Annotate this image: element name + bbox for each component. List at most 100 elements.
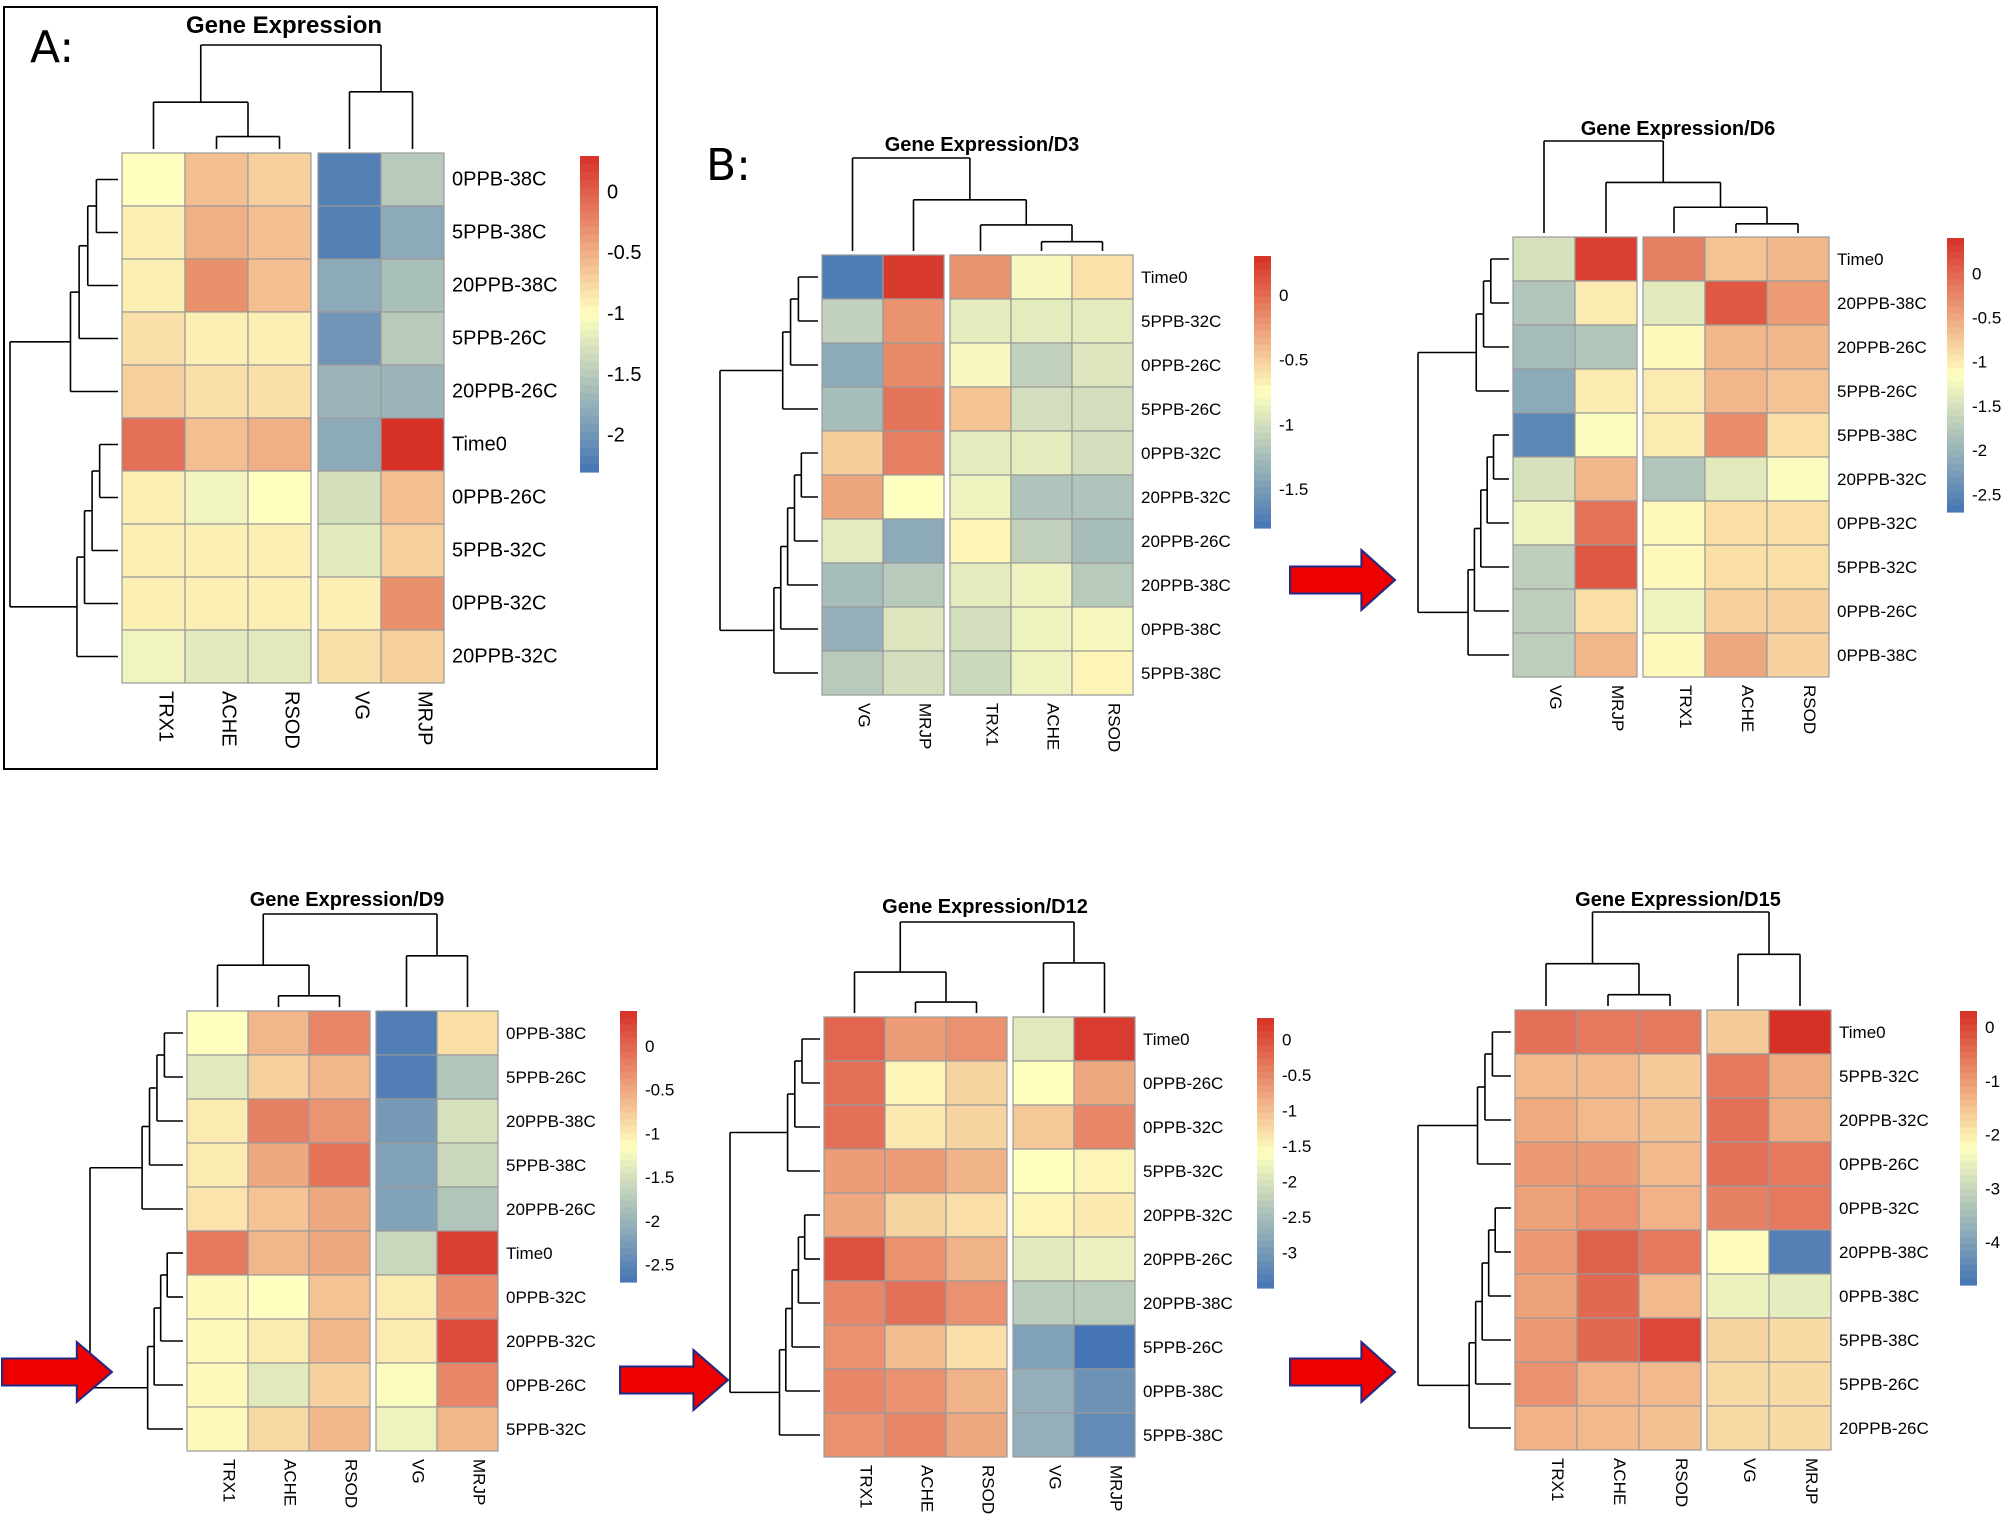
red-arrow-icon <box>1289 547 1397 613</box>
heatmap-cell <box>247 152 312 207</box>
legend-swatch <box>580 258 599 268</box>
heatmap-cell <box>247 1318 310 1364</box>
row-label: 5PPB-26C <box>1143 1338 1223 1357</box>
heatmap-cell <box>1576 1097 1640 1143</box>
heatmap-cell <box>121 523 186 578</box>
heatmap-cell <box>882 298 945 344</box>
heatmap-cell <box>375 1274 438 1320</box>
heatmap-cell <box>945 1324 1008 1370</box>
legend-swatch <box>620 1051 637 1060</box>
heatmap-cell <box>121 576 186 631</box>
heatmap-cell <box>1071 518 1134 564</box>
legend-swatch <box>1960 1120 1977 1129</box>
legend-swatch <box>1947 327 1964 335</box>
heatmap-cell <box>1512 368 1576 414</box>
legend-swatch <box>1960 1237 1977 1245</box>
legend-swatch <box>580 211 599 220</box>
legend-swatch <box>1960 1065 1977 1074</box>
legend-swatch <box>580 456 599 465</box>
legend-swatch <box>580 179 599 189</box>
heatmap-cell <box>1766 412 1830 458</box>
heatmap-cell <box>949 606 1012 652</box>
heatmap-cell <box>1514 1009 1578 1055</box>
legend-swatch <box>620 1254 637 1263</box>
heatmap-cell <box>1642 236 1706 282</box>
legend-swatch <box>620 1227 637 1236</box>
legend-swatch <box>1960 1271 1977 1279</box>
legend-swatch <box>620 1078 637 1087</box>
heatmap-cell <box>121 152 186 207</box>
column-label: TRX1 <box>155 691 177 742</box>
heatmap-cell <box>823 1412 886 1458</box>
heatmap-cell <box>1010 606 1073 652</box>
heatmap-cell <box>1766 368 1830 414</box>
heatmap-cell <box>184 417 249 472</box>
legend-swatch <box>1947 388 1964 397</box>
legend-tick-label: -0.5 <box>1972 309 2001 328</box>
legend-tick-label: -1 <box>1279 415 1294 434</box>
heatmap-cell <box>1766 500 1830 546</box>
heatmap-cell <box>1704 544 1768 590</box>
heatmap-cell <box>380 152 445 207</box>
heatmap-cell <box>186 1362 249 1408</box>
row-label: 20PPB-26C <box>1141 532 1231 551</box>
legend-swatch <box>1960 1278 1977 1286</box>
heatmap-cell <box>380 205 445 260</box>
heatmap-cell <box>1574 324 1638 370</box>
heatmap-cell <box>247 470 312 525</box>
legend-tick-label: -2.5 <box>645 1256 674 1275</box>
row-label: 20PPB-26C <box>1143 1250 1233 1269</box>
heatmap-cell <box>436 1098 499 1144</box>
heatmap-cell <box>945 1104 1008 1150</box>
legend-swatch <box>620 1058 637 1066</box>
heatmap-cell <box>1071 430 1134 476</box>
legend-swatch <box>1960 1038 1977 1046</box>
heatmap-cell <box>375 1230 438 1276</box>
legend-tick-label: -2 <box>1972 441 1987 460</box>
column-label: RSOD <box>281 691 303 749</box>
row-label: Time0 <box>506 1244 553 1263</box>
heatmap-cell <box>247 417 312 472</box>
legend-swatch <box>580 235 599 244</box>
heatmap-cell <box>317 364 382 419</box>
legend-swatch <box>1254 494 1271 502</box>
legend-swatch <box>1960 1264 1977 1272</box>
row-label: 0PPB-32C <box>452 593 547 615</box>
legend-swatch <box>1257 1072 1274 1080</box>
legend-tick-label: -3 <box>1282 1243 1297 1262</box>
heatmap-cell <box>1768 1097 1832 1143</box>
legend-swatch <box>620 1092 637 1100</box>
heatmap-cell <box>821 606 884 652</box>
legend-swatch <box>1947 258 1964 266</box>
legend-tick-label: -1 <box>1972 353 1987 372</box>
legend-swatch <box>1947 292 1964 301</box>
heatmap-3: Gene Expression/D6 Time0 20PPB-38C 20PPB-26… <box>1417 118 2001 734</box>
legend-swatch <box>1947 368 1964 376</box>
legend-tick-label: -1 <box>1282 1101 1297 1120</box>
heatmap-cell <box>1706 1405 1770 1451</box>
heatmap-cell <box>375 1142 438 1188</box>
legend-swatch <box>620 1139 637 1148</box>
legend-tick-label: -2 <box>607 425 625 447</box>
heatmap-cell <box>308 1230 371 1276</box>
row-label: 20PPB-38C <box>506 1112 596 1131</box>
row-label: 20PPB-38C <box>452 275 558 297</box>
heatmap-cell <box>1642 544 1706 590</box>
heatmap-cell <box>823 1016 886 1062</box>
legend-swatch <box>1257 1186 1274 1195</box>
heatmap-cell <box>1574 588 1638 634</box>
legend-swatch <box>620 1112 637 1120</box>
heatmap-cell <box>1012 1280 1075 1326</box>
legend-swatch <box>1257 1018 1274 1026</box>
row-label: 20PPB-38C <box>1141 576 1231 595</box>
legend-swatch <box>1254 419 1271 427</box>
column-label: VG <box>351 691 373 720</box>
heatmap-cell <box>1574 456 1638 502</box>
heatmap-cell <box>1642 588 1706 634</box>
heatmap-cell <box>184 576 249 631</box>
heatmap-cell <box>1512 236 1576 282</box>
legend-swatch <box>1947 375 1964 383</box>
heatmap-cell <box>186 1142 249 1188</box>
legend-swatch <box>1960 1134 1977 1142</box>
legend-swatch <box>1947 409 1964 417</box>
